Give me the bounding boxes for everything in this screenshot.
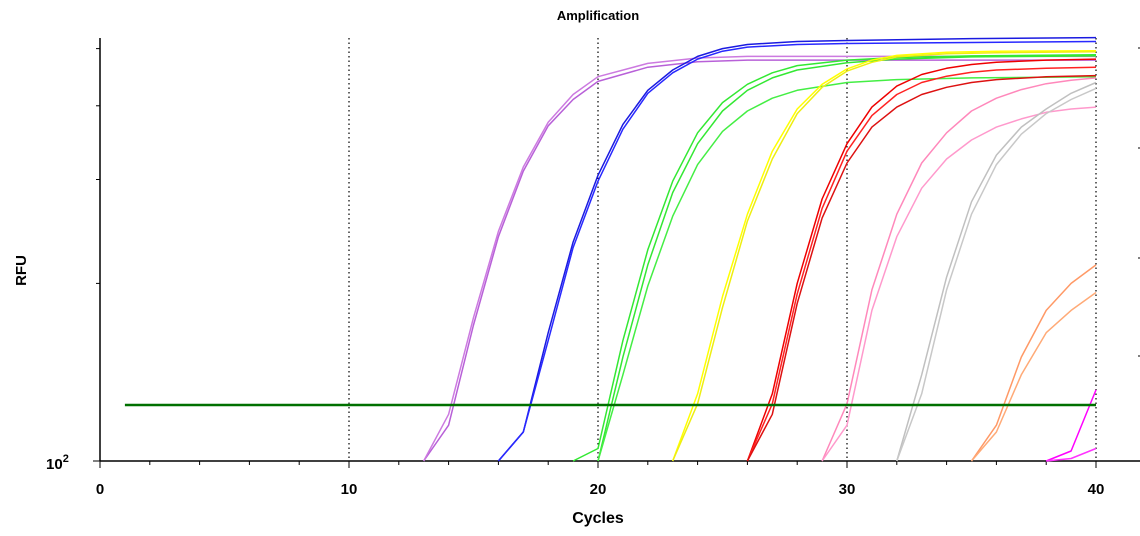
series-line-5 bbox=[572, 54, 1097, 462]
x-tick-label: 10 bbox=[341, 481, 358, 498]
series-layer bbox=[423, 36, 1097, 462]
x-tick-label: 30 bbox=[839, 481, 856, 498]
series-line-17 bbox=[970, 264, 1097, 462]
tick-labels: 0 10 20 30 40 102 bbox=[46, 453, 1104, 498]
series-line-7 bbox=[597, 75, 1097, 462]
series-line-11 bbox=[746, 66, 1097, 462]
chart-title: Amplification bbox=[556, 8, 640, 23]
series-line-6 bbox=[597, 55, 1097, 462]
axes bbox=[93, 38, 1140, 468]
series-line-1 bbox=[423, 59, 1096, 462]
x-tick-label: 20 bbox=[590, 481, 607, 498]
series-line-2 bbox=[423, 55, 1096, 462]
series-line-4 bbox=[497, 40, 1097, 462]
x-axis-label: Cycles bbox=[572, 510, 624, 527]
series-line-14 bbox=[821, 106, 1097, 462]
series-line-3 bbox=[497, 36, 1097, 462]
series-line-19 bbox=[1045, 389, 1097, 462]
series-line-18 bbox=[970, 291, 1097, 462]
series-line-16 bbox=[896, 87, 1097, 462]
series-line-15 bbox=[896, 81, 1097, 462]
series-line-9 bbox=[672, 50, 1097, 462]
series-line-13 bbox=[821, 77, 1097, 462]
series-line-20 bbox=[1046, 447, 1097, 462]
y-tick-label: 102 bbox=[46, 453, 69, 473]
x-tick-label: 40 bbox=[1088, 481, 1105, 498]
grid-lines bbox=[348, 38, 1097, 461]
series-line-10 bbox=[746, 58, 1097, 462]
series-line-12 bbox=[746, 74, 1097, 462]
x-tick-label: 0 bbox=[96, 481, 104, 498]
series-line-8 bbox=[671, 49, 1097, 462]
